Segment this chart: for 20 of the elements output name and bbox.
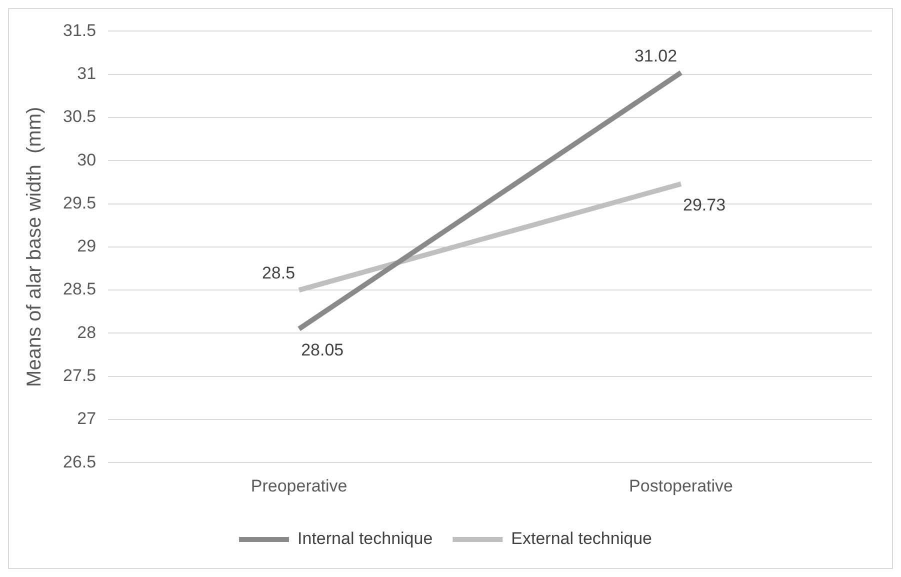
y-tick-label: 30.5 [62,107,96,126]
data-label: 28.5 [262,264,296,283]
legend-label: External technique [511,529,652,548]
legend-label: Internal technique [298,529,433,548]
y-tick-label: 31 [77,64,96,84]
y-axis-title: Means of alar base width (mm) [24,106,46,387]
y-tick-label: 27 [77,409,96,428]
y-tick-label: 29 [77,236,96,256]
y-tick-label: 28 [77,322,96,342]
y-tick-label: 27.5 [62,366,96,386]
y-tick-label: 30 [77,150,96,170]
y-tick-label: 31.5 [62,20,96,40]
data-label: 29.73 [683,196,726,215]
y-tick-label: 29.5 [62,193,96,212]
x-tick-label: Preoperative [250,476,348,496]
y-tick-label: 26.5 [62,452,96,472]
data-label: 31.02 [634,46,678,66]
y-tick-label: 28.5 [62,280,96,299]
x-tick-label: Postoperative [629,476,733,496]
data-label: 28.05 [301,340,344,360]
